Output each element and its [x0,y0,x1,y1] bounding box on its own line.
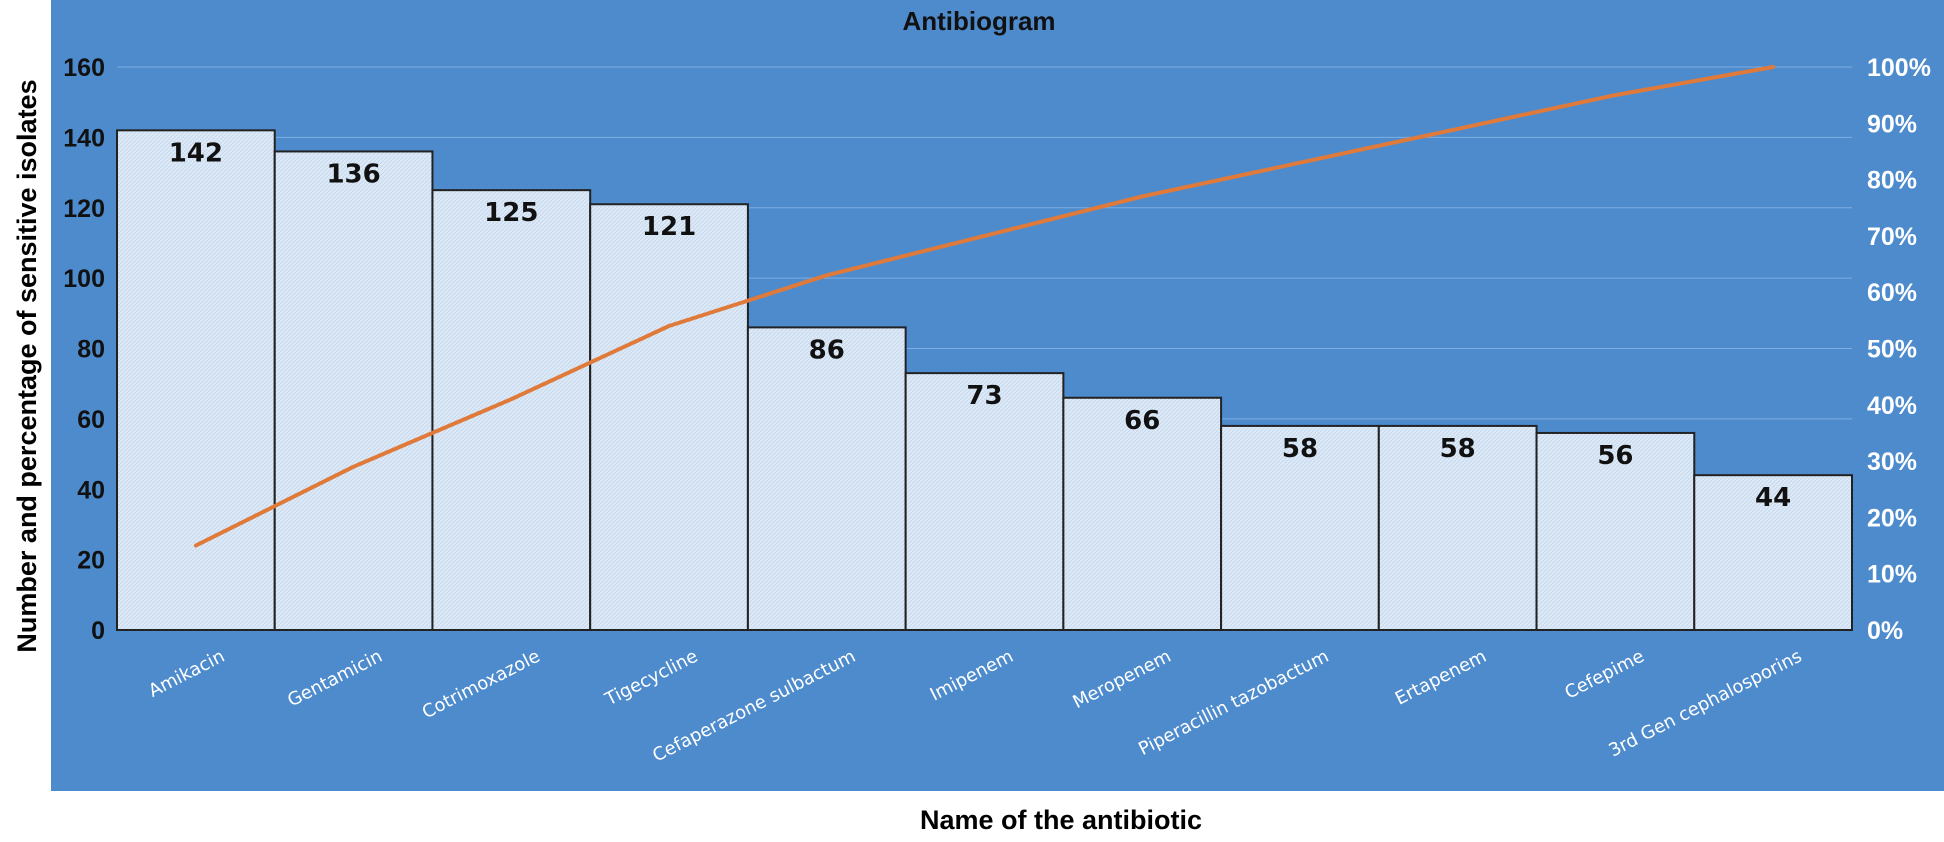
y-tick-label: 60 [77,406,105,434]
y2-tick-label: 70% [1867,223,1917,251]
secondary-y-axis-ticks: 0% 10% 20% 30% 40% 50% 60% 70% 80% 90% 100% [1867,54,1931,645]
data-label: 56 [1597,441,1633,471]
bar-amikacin [116,129,276,631]
y-tick-label: 0 [91,617,105,645]
data-label: 58 [1282,434,1318,464]
y2-tick-label: 90% [1867,110,1917,138]
y-axis-ticks: 0 20 40 60 80 100 120 140 160 [63,54,105,645]
y2-tick-label: 0% [1867,617,1903,645]
y2-tick-label: 60% [1867,279,1917,307]
bar-imipenem [904,372,1065,631]
y2-tick-label: 40% [1867,392,1917,420]
data-label: 136 [326,159,380,189]
data-label: 121 [642,212,696,242]
y-tick-label: 40 [77,476,105,504]
y2-tick-label: 80% [1867,167,1917,195]
data-labels: 142 136 125 121 86 73 66 58 58 56 44 [169,138,1792,513]
bars [116,129,1853,632]
bar-meropenem [1062,396,1223,632]
bar-3rd-gen-cephalosporins [1693,474,1853,631]
bar-cefaperazone-sulbactum [746,326,907,631]
data-label: 58 [1440,434,1476,464]
bar-gentamicin [273,150,434,631]
y-axis-title: Number and percentage of sensitive isola… [12,79,42,652]
bar-tigecycline [589,203,749,631]
y2-tick-label: 50% [1867,336,1917,364]
data-label: 125 [484,198,538,228]
y-tick-label: 80 [77,336,105,364]
y2-tick-label: 20% [1867,504,1917,532]
cumulative-line-layer [193,65,1776,548]
data-label: 66 [1124,406,1160,436]
data-label: 44 [1755,483,1791,513]
bar-cotrimoxazole [431,189,592,631]
y2-tick-label: 100% [1867,54,1931,82]
y-tick-label: 160 [63,54,105,82]
y-tick-label: 20 [77,547,105,575]
y2-tick-label: 30% [1867,448,1917,476]
chart-title: Antibiogram [902,6,1055,36]
bar-cefepime [1535,431,1696,632]
x-axis-title: Name of the antibiotic [920,805,1202,835]
y2-tick-label: 10% [1867,561,1917,589]
data-label: 142 [169,138,223,168]
y-tick-label: 100 [63,265,105,293]
y-tick-label: 140 [63,124,105,152]
data-label: 73 [966,381,1002,411]
data-label: 86 [809,335,845,365]
bar-ertapenem [1377,424,1538,631]
y-tick-label: 120 [63,195,105,223]
